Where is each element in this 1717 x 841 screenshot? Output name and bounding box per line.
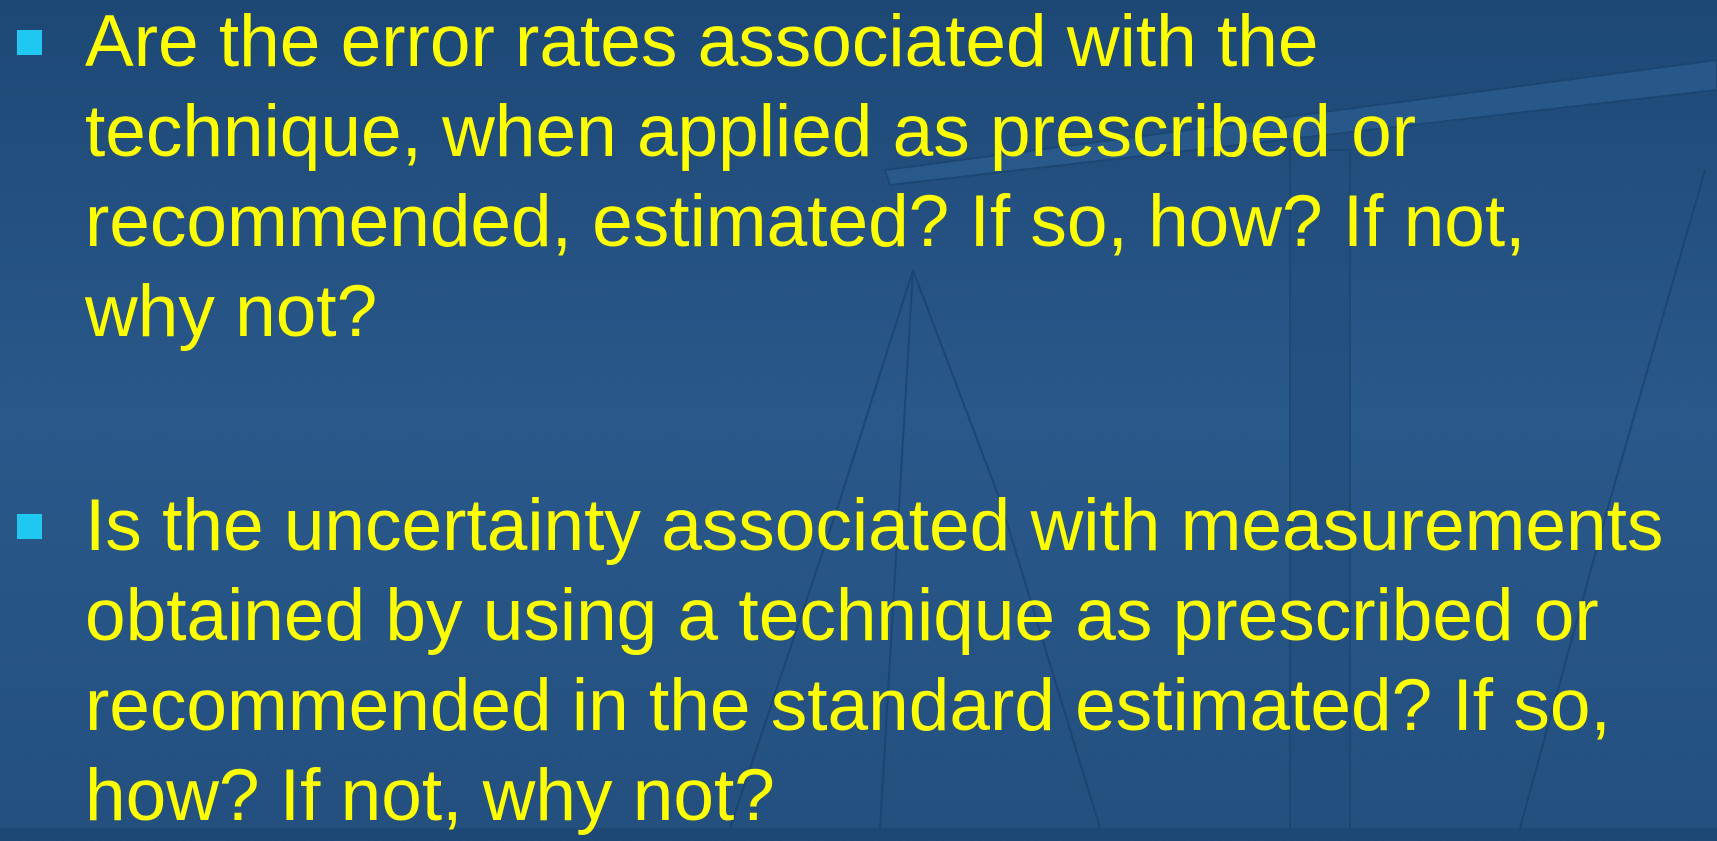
bullet-text-line: technique, when applied as prescribed or <box>85 87 1416 177</box>
bullet-marker <box>17 30 42 55</box>
bullet-text-line: recommended, estimated? If so, how? If n… <box>85 177 1525 267</box>
bullet-text-line: Is the uncertainty associated with measu… <box>85 481 1663 571</box>
slide: Are the error rates associated with thet… <box>0 0 1717 828</box>
bullet-text-line: why not? <box>85 267 377 357</box>
bullet-text-line: obtained by using a technique as prescri… <box>85 571 1599 661</box>
bullet-text-line: Are the error rates associated with the <box>85 0 1318 87</box>
bullet-marker <box>17 514 42 539</box>
bullet-text-line: recommended in the standard estimated? I… <box>85 661 1611 751</box>
